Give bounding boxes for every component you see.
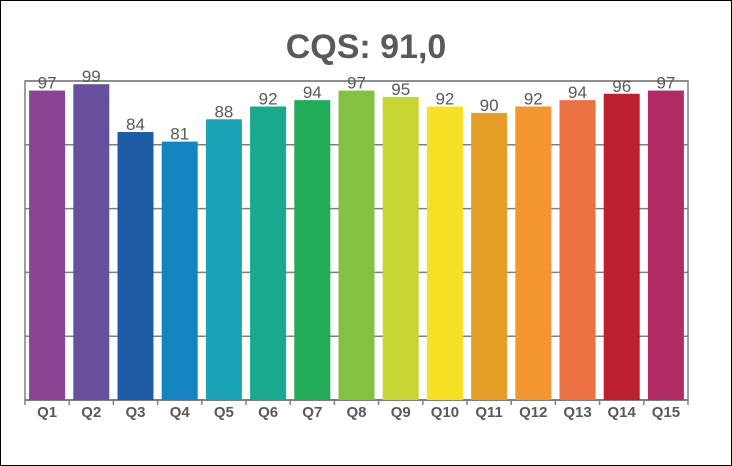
bar-q3 (117, 132, 154, 401)
chart-title: CQS: 91,0 (285, 28, 447, 66)
bar-q15 (647, 90, 684, 400)
value-label: 96 (612, 77, 631, 96)
category-label: Q5 (214, 404, 234, 421)
bar-q7 (294, 100, 331, 400)
category-label: Q9 (391, 404, 411, 421)
category-label: Q6 (258, 404, 278, 421)
value-label: 81 (170, 125, 189, 144)
bar-q6 (250, 106, 287, 401)
value-label: 97 (656, 74, 675, 93)
bar-q11 (471, 112, 508, 401)
category-label: Q15 (652, 404, 680, 421)
bar-q13 (559, 100, 596, 400)
value-label: 99 (82, 67, 101, 86)
bar-q10 (426, 106, 463, 401)
category-label: Q10 (431, 404, 459, 421)
bar-q8 (338, 90, 375, 400)
category-label: Q8 (346, 404, 366, 421)
bar-q12 (515, 106, 552, 401)
category-label: Q13 (563, 404, 591, 421)
category-label: Q2 (81, 404, 101, 421)
bar-q2 (73, 84, 110, 400)
category-label: Q1 (37, 404, 57, 421)
category-label: Q11 (475, 404, 503, 421)
category-labels: Q1 Q2 Q3 Q4 Q5 Q6 Q7 Q8 Q9 Q10 Q11 Q12 Q13 Q14 Q15 (37, 404, 680, 421)
bar-q14 (603, 93, 640, 400)
value-label: 97 (38, 74, 57, 93)
category-label: Q3 (125, 404, 145, 421)
value-label: 92 (435, 90, 454, 109)
category-label: Q4 (170, 404, 191, 421)
bars (29, 84, 684, 401)
value-labels: 97 99 84 81 88 92 94 97 95 92 90 92 94 96 97 (38, 67, 676, 143)
category-label: Q7 (302, 404, 322, 421)
bar-q1 (29, 90, 66, 400)
value-label: 94 (568, 83, 587, 102)
value-label: 92 (259, 90, 278, 109)
value-label: 95 (391, 80, 410, 99)
category-label: Q12 (519, 404, 547, 421)
value-label: 92 (524, 90, 543, 109)
bar-q9 (382, 96, 419, 400)
value-label: 97 (347, 74, 366, 93)
value-label: 84 (126, 115, 145, 134)
value-label: 88 (214, 102, 233, 121)
bar-q4 (161, 141, 198, 401)
value-label: 94 (303, 83, 322, 102)
bar-q5 (205, 119, 242, 400)
value-label: 90 (480, 96, 499, 115)
category-label: Q14 (608, 404, 637, 421)
